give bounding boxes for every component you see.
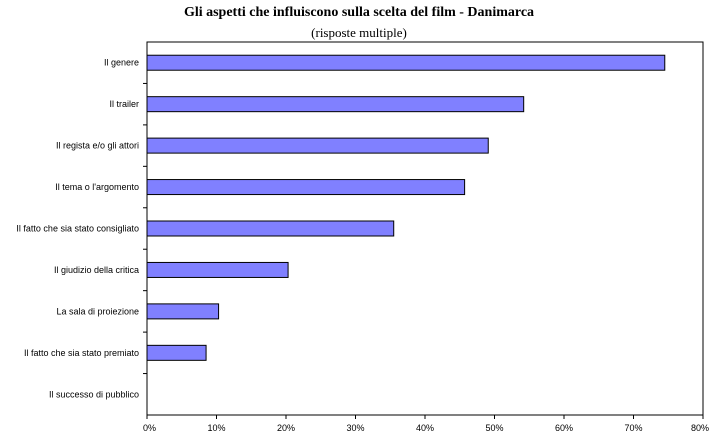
chart-subtitle: (risposte multiple) (311, 25, 407, 40)
category-label: La sala di proiezione (56, 306, 139, 316)
category-label: Il trailer (109, 99, 139, 109)
category-label: Il successo di pubblico (49, 389, 139, 399)
x-tick-label: 80% (691, 423, 709, 433)
bar (146, 261, 289, 278)
x-tick-label: 20% (277, 423, 295, 433)
x-tick-label: 10% (207, 423, 225, 433)
category-label: Il giudizio della critica (54, 265, 139, 275)
x-tick-label: 50% (485, 423, 503, 433)
category-label: Il fatto che sia stato premiato (24, 348, 139, 358)
category-label: Il genere (104, 58, 139, 68)
bars-group (146, 54, 666, 361)
bar (146, 54, 666, 71)
x-axis-ticks: 0% 10% 20% 30% 40% 50% 60% 70% 80% (143, 415, 709, 433)
bar (146, 220, 395, 237)
bar (146, 179, 466, 196)
bar (146, 137, 489, 154)
category-label: Il tema o l'argomento (55, 182, 139, 192)
x-tick-label: 40% (416, 423, 434, 433)
category-label: Il fatto che sia stato consigliato (16, 224, 139, 234)
category-label: Il regista e/o gli attori (56, 141, 139, 151)
chart-title: Gli aspetti che influiscono sulla scelta… (183, 5, 535, 20)
bar (146, 344, 207, 361)
x-tick-label: 30% (346, 423, 364, 433)
category-labels: Il genere Il trailer Il regista e/o gli at… (16, 58, 139, 400)
bar (146, 96, 525, 113)
bar (146, 303, 220, 320)
x-tick-label: 60% (555, 423, 573, 433)
x-tick-label: 70% (624, 423, 642, 433)
x-tick-label: 0% (143, 423, 156, 433)
